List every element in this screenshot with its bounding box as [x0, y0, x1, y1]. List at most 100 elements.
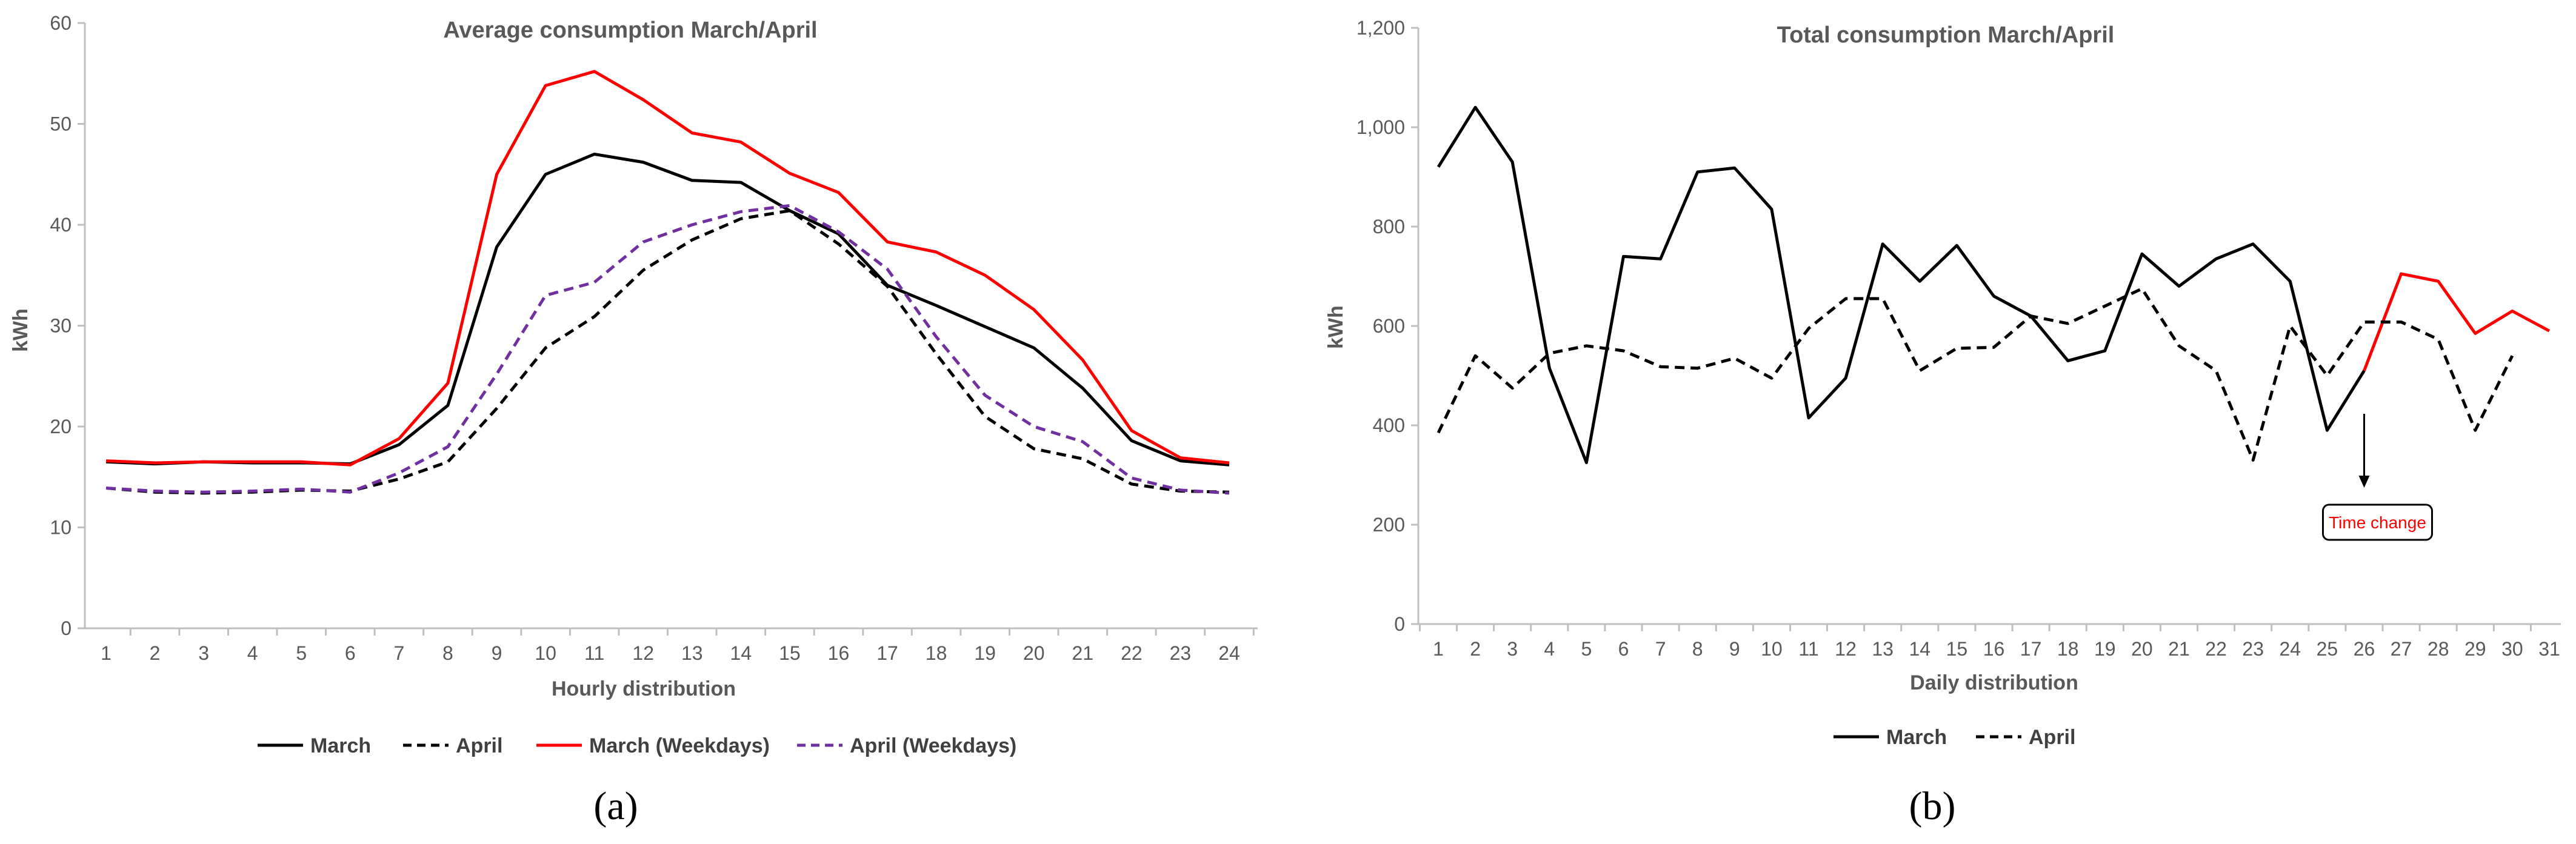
time-change-annotation: Time change [2322, 414, 2433, 541]
panel-b-yticks: 0 200 400 600 800 1,000 1,200 [1356, 17, 1418, 635]
panel-b-legend: March April [1834, 726, 2075, 749]
panel-b-xlabel: Daily distribution [1910, 671, 2078, 694]
panel-a-xtick-label: 12 [632, 642, 654, 664]
series-april-line [1436, 287, 2514, 462]
panel-b-plot [1436, 105, 2551, 464]
panel-b-xtick-label: 8 [1692, 638, 1703, 660]
panel-b-xtick-label: 26 [2354, 638, 2375, 660]
panel-a-ylabel: kWh [9, 308, 32, 352]
panel-a-ytick-label: 20 [50, 416, 72, 437]
series-april-line [105, 209, 1230, 495]
legend-april-weekdays-label: April (Weekdays) [850, 734, 1016, 757]
panel-a-plot [105, 70, 1230, 495]
panel-b-xtick-label: 17 [2020, 638, 2042, 660]
panel-b-xtick-label: 21 [2168, 638, 2190, 660]
panel-a-xtick-label: 5 [296, 642, 307, 664]
panel-b-xtick-label: 20 [2131, 638, 2153, 660]
series-march-line [105, 152, 1230, 467]
series-april-weekdays-line [105, 204, 1230, 495]
panel-a-xtick-label: 13 [681, 642, 703, 664]
panel-b-xtick-label: 14 [1909, 638, 1931, 660]
panel-b-ylabel: kWh [1324, 305, 1347, 349]
panel-b-xtick-label: 29 [2464, 638, 2486, 660]
panel-b-ytick-label: 400 [1373, 414, 1405, 436]
panel-b-label: (b) [1909, 784, 1956, 828]
legend-march-weekdays-label: March (Weekdays) [589, 734, 770, 757]
panel-a-ytick-label: 30 [50, 315, 72, 337]
panel-a-xlabel: Hourly distribution [552, 677, 736, 700]
panel-a-label: (a) [593, 784, 638, 828]
panel-b-xtick-label: 12 [1835, 638, 1857, 660]
panel-b-title: Total consumption March/April [1777, 22, 2115, 48]
panel-a-xtick-label: 6 [345, 642, 356, 664]
panel-a-xtick-label: 1 [101, 642, 112, 664]
series-march-after-time-change-line [2363, 272, 2551, 371]
time-change-label: Time change [2329, 513, 2426, 532]
panel-a-title: Average consumption March/April [443, 18, 817, 43]
panel-b-xtick-label: 6 [1618, 638, 1629, 660]
panel-a-xtick-label: 2 [150, 642, 161, 664]
panel-a-ytick-label: 0 [61, 617, 72, 639]
panel-b-xtick-label: 3 [1507, 638, 1518, 660]
panel-b-xtick-label: 9 [1729, 638, 1740, 660]
panel-b-ytick-label: 800 [1373, 216, 1405, 238]
time-change-arrowhead [2358, 476, 2370, 488]
panel-b-xtick-label: 16 [1983, 638, 2005, 660]
panel-a-xtick-label: 8 [442, 642, 453, 664]
series-march-line [1436, 105, 2366, 464]
time-change-box [2322, 503, 2433, 541]
panel-a-xtick-label: 19 [974, 642, 996, 664]
panel-b-xtick-label: 31 [2538, 638, 2560, 660]
panel-a-xtick-label: 15 [779, 642, 801, 664]
panel-a-yticks: 0 10 20 30 40 50 60 [50, 12, 85, 639]
panel-b: Total consumption March/April kWh Daily … [1324, 17, 2561, 828]
panel-a-ytick-label: 60 [50, 12, 72, 34]
panel-a-xtick-label: 20 [1023, 642, 1045, 664]
panel-a-xtick-label: 4 [247, 642, 258, 664]
panel-b-xtick-label: 18 [2057, 638, 2079, 660]
panel-a-xtick-label: 9 [492, 642, 502, 664]
panel-b-xtick-label: 1 [1433, 638, 1444, 660]
panel-b-xtick-label: 13 [1872, 638, 1894, 660]
panel-a-xticks: 1 2 3 4 5 6 7 8 9 10 11 12 13 14 15 16 17 18 19 20 21 22 23 24 [101, 628, 1255, 664]
panel-b-xtick-label: 19 [2094, 638, 2116, 660]
panel-a-xtick-label: 18 [926, 642, 947, 664]
panel-b-ytick-label: 200 [1373, 514, 1405, 536]
panel-b-ytick-label: 1,000 [1356, 116, 1405, 138]
legend-april-label: April [456, 734, 502, 757]
panel-a: Average consumption March/April kWh Hour… [9, 12, 1258, 828]
panel-b-xtick-label: 28 [2428, 638, 2449, 660]
panel-a-xtick-label: 22 [1121, 642, 1143, 664]
panel-b-xtick-label: 22 [2205, 638, 2227, 660]
panel-a-xtick-label: 23 [1170, 642, 1192, 664]
panel-a-xtick-label: 10 [535, 642, 556, 664]
legend-march-label: March [310, 734, 371, 757]
panel-b-xtick-label: 23 [2242, 638, 2264, 660]
panel-b-xtick-label: 5 [1581, 638, 1592, 660]
panel-a-legend: March April March (Weekdays) April (Week… [258, 734, 1016, 757]
panel-b-xtick-label: 4 [1544, 638, 1555, 660]
panel-a-ytick-label: 50 [50, 113, 72, 135]
panel-a-xtick-label: 11 [584, 642, 604, 664]
panel-a-axes [84, 23, 1258, 630]
panel-a-xtick-label: 16 [828, 642, 850, 664]
panel-a-xtick-label: 7 [393, 642, 404, 664]
panel-b-xtick-label: 24 [2280, 638, 2301, 660]
panel-a-xtick-label: 14 [730, 642, 752, 664]
panel-b-xticks: 1 2 3 4 5 6 7 8 9 10 11 12 13 14 15 16 17 18 19 20 21 22 23 24 2… [1418, 624, 2560, 660]
legend-b-april-label: April [2029, 726, 2075, 749]
panel-b-ytick-label: 0 [1394, 613, 1405, 635]
panel-b-xtick-label: 15 [1946, 638, 1968, 660]
panel-b-xtick-label: 25 [2317, 638, 2338, 660]
panel-b-xtick-label: 30 [2501, 638, 2523, 660]
panel-a-xtick-label: 3 [198, 642, 209, 664]
series-march-weekdays-line [105, 70, 1230, 467]
panel-b-xtick-label: 11 [1798, 638, 1818, 660]
panel-b-xtick-label: 7 [1655, 638, 1666, 660]
panel-b-xtick-label: 10 [1761, 638, 1783, 660]
panel-a-xtick-label: 24 [1218, 642, 1240, 664]
panel-b-ytick-label: 1,200 [1356, 17, 1405, 39]
panel-b-ytick-label: 600 [1373, 315, 1405, 337]
panel-b-xtick-label: 2 [1470, 638, 1481, 660]
